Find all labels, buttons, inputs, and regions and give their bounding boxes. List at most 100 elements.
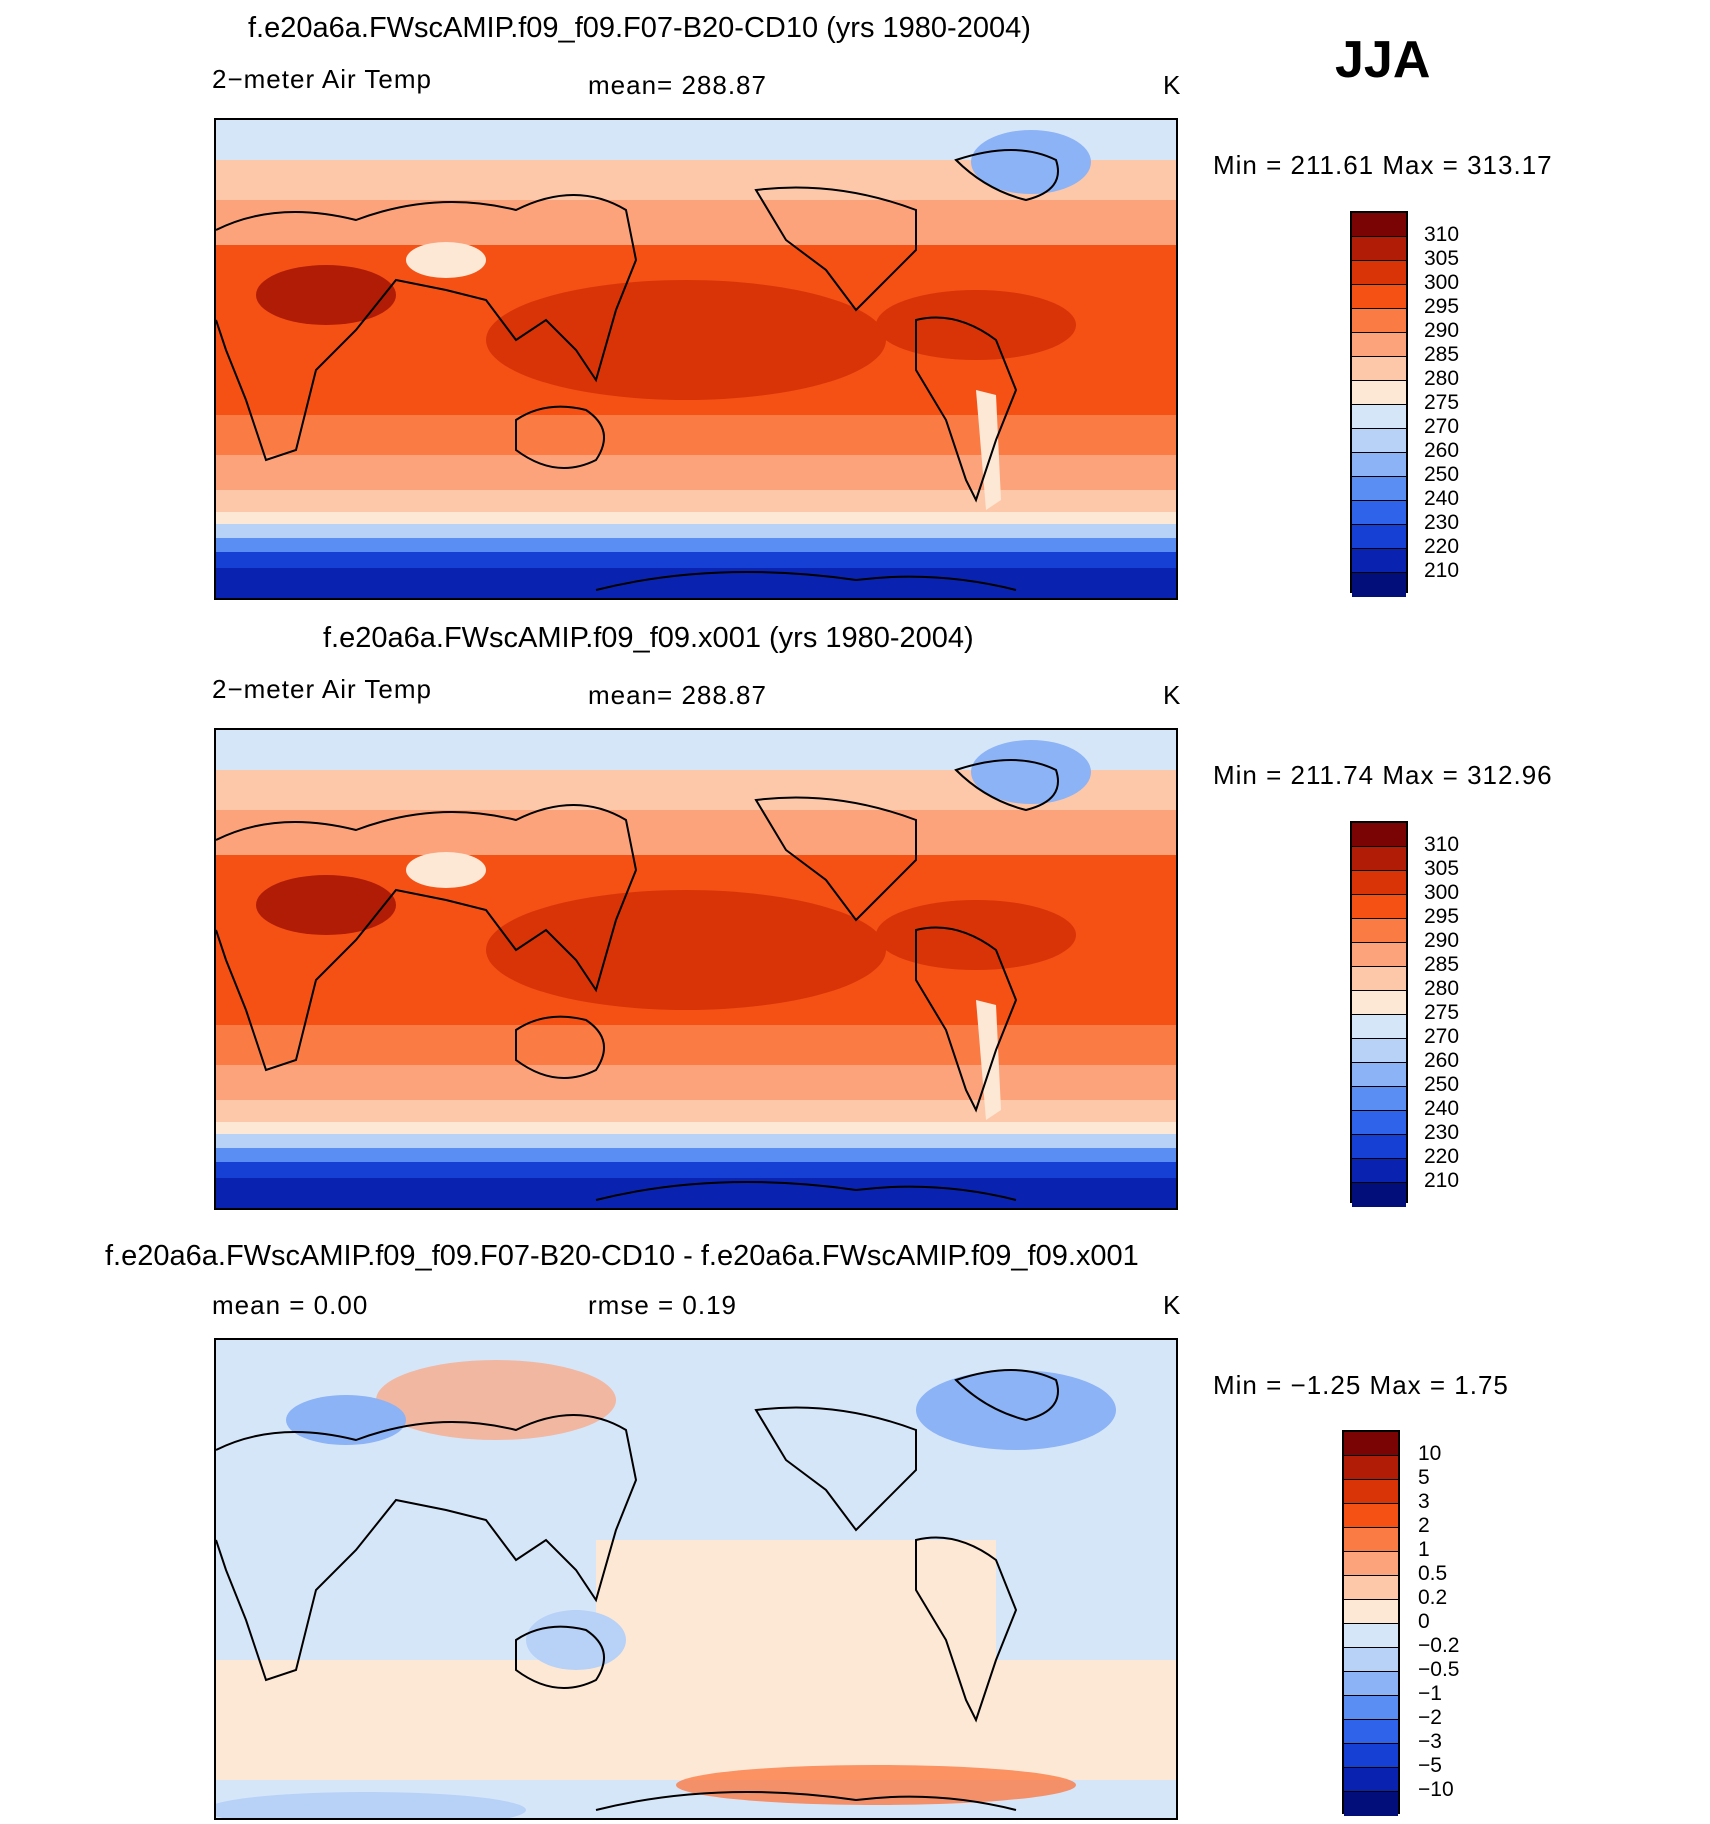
panel-2-mean: mean= 288.87 (588, 680, 767, 710)
colorbar-cell (1352, 1135, 1406, 1159)
colorbar-cell (1352, 381, 1406, 405)
colorbar-tick: 275 (1424, 1001, 1460, 1024)
colorbar-cell (1352, 871, 1406, 895)
colorbar-cell (1344, 1456, 1398, 1480)
season-label: JJA (1335, 31, 1431, 89)
colorbar-cell (1352, 309, 1406, 333)
panel-1-title: f.e20a6a.FWscAMIP.f09_f09.F07-B20-CD10 (… (248, 12, 1031, 44)
colorbar-cell (1352, 943, 1406, 967)
colorbar-tick: 290 (1424, 929, 1460, 952)
colorbar-tick: 285 (1424, 343, 1460, 366)
colorbar-cell (1352, 991, 1406, 1015)
colorbar-tick: 3 (1418, 1490, 1430, 1513)
colorbar-cell (1344, 1648, 1398, 1672)
panel-3-minmax: Min = −1.25 Max = 1.75 (1213, 1370, 1509, 1400)
colorbar-tick: 2 (1418, 1514, 1430, 1537)
colorbar-tick: 10 (1418, 1442, 1442, 1465)
panel-1-map-svg (216, 120, 1176, 598)
colorbar-cell (1352, 453, 1406, 477)
panel-3-units: K (1163, 1290, 1182, 1320)
panel-2-minmax: Min = 211.74 Max = 312.96 (1213, 760, 1553, 790)
panel-1-mean: mean= 288.87 (588, 70, 767, 100)
colorbar-tick: −0.5 (1418, 1658, 1460, 1681)
colorbar-tick: 240 (1424, 487, 1460, 510)
colorbar-tick: 260 (1424, 1049, 1460, 1072)
panel-3-map (214, 1338, 1178, 1820)
colorbar-tick: 280 (1424, 367, 1460, 390)
panel-3-mean: mean = 0.00 (212, 1290, 369, 1320)
colorbar-cell (1352, 549, 1406, 573)
colorbar-cell (1352, 357, 1406, 381)
colorbar-cell (1344, 1576, 1398, 1600)
colorbar-cell (1352, 573, 1406, 597)
colorbar-cell (1352, 1111, 1406, 1135)
colorbar-tick: 300 (1424, 271, 1460, 294)
panel-2-map (214, 728, 1178, 1210)
panel-2-colorbar (1350, 821, 1408, 1207)
panel-1-units: K (1163, 70, 1182, 100)
colorbar-tick: 305 (1424, 857, 1460, 880)
colorbar-tick: −1 (1418, 1682, 1442, 1705)
colorbar-cell (1344, 1792, 1398, 1816)
colorbar-tick: 260 (1424, 439, 1460, 462)
colorbar-tick: 220 (1424, 535, 1460, 558)
colorbar-tick: 295 (1424, 905, 1460, 928)
colorbar-cell (1352, 405, 1406, 429)
colorbar-tick: 275 (1424, 391, 1460, 414)
colorbar-cell (1352, 895, 1406, 919)
colorbar-cell (1352, 1063, 1406, 1087)
colorbar-cell (1352, 823, 1406, 847)
colorbar-cell (1352, 919, 1406, 943)
colorbar-tick: 0.2 (1418, 1586, 1448, 1609)
colorbar-tick: 285 (1424, 953, 1460, 976)
colorbar-tick: 1 (1418, 1538, 1430, 1561)
colorbar-cell (1344, 1504, 1398, 1528)
colorbar-tick: 210 (1424, 1169, 1460, 1192)
colorbar-tick: 310 (1424, 833, 1460, 856)
colorbar-cell (1344, 1672, 1398, 1696)
panel-3-title: f.e20a6a.FWscAMIP.f09_f09.F07-B20-CD10 -… (105, 1240, 1139, 1272)
colorbar-cell (1352, 333, 1406, 357)
panel-3-rmse: rmse = 0.19 (588, 1290, 738, 1320)
colorbar-tick: 220 (1424, 1145, 1460, 1168)
colorbar-tick: 0.5 (1418, 1562, 1448, 1585)
colorbar-cell (1344, 1528, 1398, 1552)
colorbar-tick: 290 (1424, 319, 1460, 342)
colorbar-cell (1352, 213, 1406, 237)
colorbar-cell (1352, 1039, 1406, 1063)
colorbar-tick: 210 (1424, 559, 1460, 582)
colorbar-tick: 310 (1424, 223, 1460, 246)
colorbar-cell (1344, 1480, 1398, 1504)
colorbar-cell (1352, 1159, 1406, 1183)
colorbar-cell (1344, 1720, 1398, 1744)
panel-2-units: K (1163, 680, 1182, 710)
panel-1-map (214, 118, 1178, 600)
colorbar-cell (1344, 1696, 1398, 1720)
panel-1-minmax: Min = 211.61 Max = 313.17 (1213, 150, 1553, 180)
colorbar-tick: −5 (1418, 1754, 1442, 1777)
panel-3-map-svg (216, 1340, 1176, 1818)
colorbar-cell (1344, 1768, 1398, 1792)
colorbar-tick: 295 (1424, 295, 1460, 318)
colorbar-tick: 250 (1424, 463, 1460, 486)
colorbar-tick: −3 (1418, 1730, 1442, 1753)
colorbar-cell (1344, 1624, 1398, 1648)
colorbar-tick: 0 (1418, 1610, 1430, 1633)
colorbar-cell (1352, 847, 1406, 871)
panel-2-title: f.e20a6a.FWscAMIP.f09_f09.x001 (yrs 1980… (323, 622, 974, 654)
colorbar-cell (1352, 261, 1406, 285)
colorbar-cell (1352, 501, 1406, 525)
colorbar-tick: 250 (1424, 1073, 1460, 1096)
panel-1-variable: 2−meter Air Temp (212, 64, 433, 94)
colorbar-cell (1344, 1552, 1398, 1576)
colorbar-tick: −0.2 (1418, 1634, 1460, 1657)
colorbar-cell (1352, 1015, 1406, 1039)
colorbar-cell (1344, 1432, 1398, 1456)
panel-2-variable: 2−meter Air Temp (212, 674, 433, 704)
colorbar-tick: 270 (1424, 1025, 1460, 1048)
colorbar-tick: 270 (1424, 415, 1460, 438)
colorbar-tick: 5 (1418, 1466, 1430, 1489)
colorbar-cell (1352, 525, 1406, 549)
panel-3-colorbar (1342, 1430, 1400, 1816)
colorbar-cell (1352, 967, 1406, 991)
